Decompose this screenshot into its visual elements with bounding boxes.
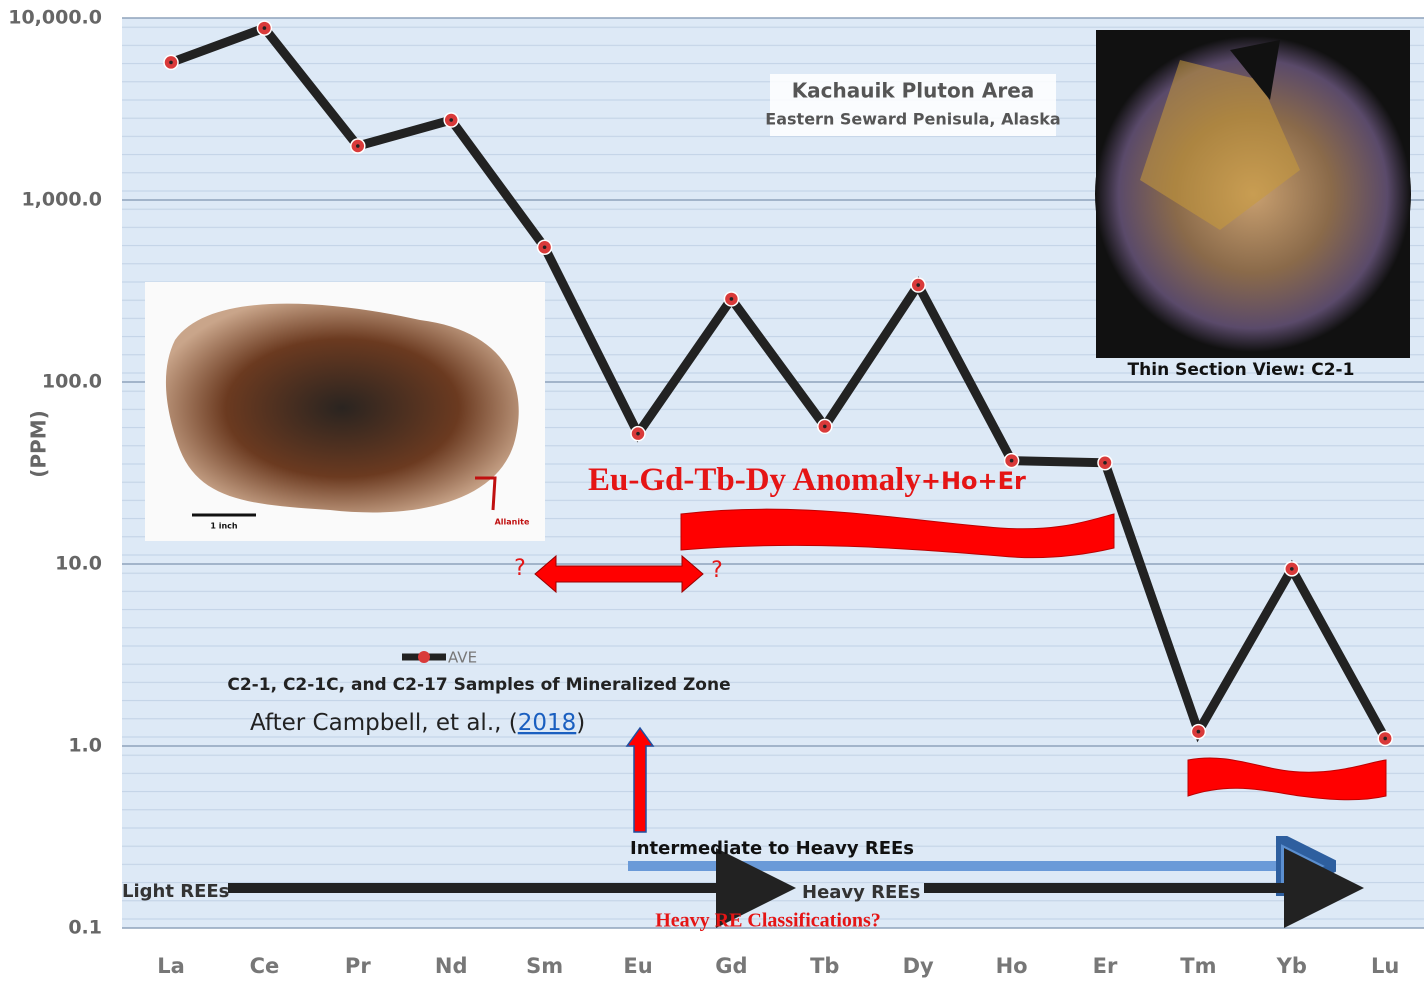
x-tick-label: Pr	[345, 954, 371, 978]
x-tick-label: Gd	[715, 954, 747, 978]
legend-label: AVE	[448, 649, 477, 667]
y-tick-label: 1.0	[68, 735, 102, 757]
x-tick-label: Ho	[996, 954, 1028, 978]
chart: Kachauik Pluton Area Eastern Seward Peni…	[0, 0, 1424, 992]
point-dot	[823, 425, 827, 429]
point-dot	[1290, 567, 1294, 571]
point-dot	[543, 245, 547, 249]
x-tick-label: Yb	[1276, 954, 1307, 978]
point-dot	[1383, 737, 1387, 741]
question-left: ?	[514, 556, 526, 581]
scale-label: 1 inch	[210, 522, 238, 531]
point-dot	[449, 118, 453, 122]
thin-section-image	[1095, 30, 1411, 358]
x-tick-label: Ce	[250, 954, 280, 978]
citation-post: )	[576, 710, 585, 736]
intermediate-label: Intermediate to Heavy REEs	[630, 838, 914, 859]
light-label: Light REEs	[122, 881, 229, 902]
y-tick-label: 1,000.0	[21, 189, 102, 211]
point-dot	[263, 26, 267, 30]
point-dot	[169, 61, 173, 65]
citation-pre: After Campbell, et al., (	[250, 710, 518, 736]
classification-label: Heavy RE Classifications?	[655, 910, 881, 932]
point-dot	[636, 432, 640, 436]
x-tick-label: La	[157, 954, 185, 978]
anomaly-extra: +Ho+Er	[921, 467, 1026, 495]
citation: After Campbell, et al., (2018)	[250, 710, 585, 736]
legend-marker	[418, 651, 430, 663]
x-tick-label: Er	[1093, 954, 1118, 978]
heavy-label: Heavy REEs	[802, 882, 920, 903]
area-title: Kachauik Pluton Area	[792, 79, 1035, 103]
x-tick-label: Sm	[526, 954, 563, 978]
anomaly-main: Eu-Gd-Tb-Dy Anomaly	[588, 462, 921, 498]
y-tick-label: 0.1	[68, 917, 102, 939]
x-tick-label: Nd	[435, 954, 468, 978]
area-subtitle: Eastern Seward Penisula, Alaska	[765, 110, 1060, 129]
x-tick-label: Eu	[623, 954, 652, 978]
anomaly-label: Eu-Gd-Tb-Dy Anomaly+Ho+Er	[588, 462, 1026, 498]
y-tick-label: 10.0	[55, 553, 102, 575]
point-dot	[1197, 730, 1201, 734]
x-tick-label: Lu	[1371, 954, 1399, 978]
point-dot	[1010, 459, 1014, 463]
allanite-label: Allanite	[495, 518, 530, 527]
x-tick-label: Dy	[903, 954, 934, 978]
x-tick-label: Tm	[1180, 954, 1216, 978]
point-dot	[730, 297, 734, 301]
thin-section-caption: Thin Section View: C2-1	[1128, 360, 1355, 380]
point-dot	[916, 283, 920, 287]
point-dot	[356, 144, 360, 148]
samples-note: C2-1, C2-1C, and C2-17 Samples of Minera…	[227, 675, 730, 695]
rock-image	[145, 282, 545, 541]
x-tick-label: Tb	[810, 954, 839, 978]
question-right: ?	[711, 558, 723, 583]
citation-link[interactable]: 2018	[518, 710, 577, 736]
y-axis-label: (PPM)	[27, 410, 51, 478]
y-tick-label: 10,000.0	[8, 7, 102, 29]
point-dot	[1103, 461, 1107, 465]
y-tick-label: 100.0	[42, 371, 102, 393]
